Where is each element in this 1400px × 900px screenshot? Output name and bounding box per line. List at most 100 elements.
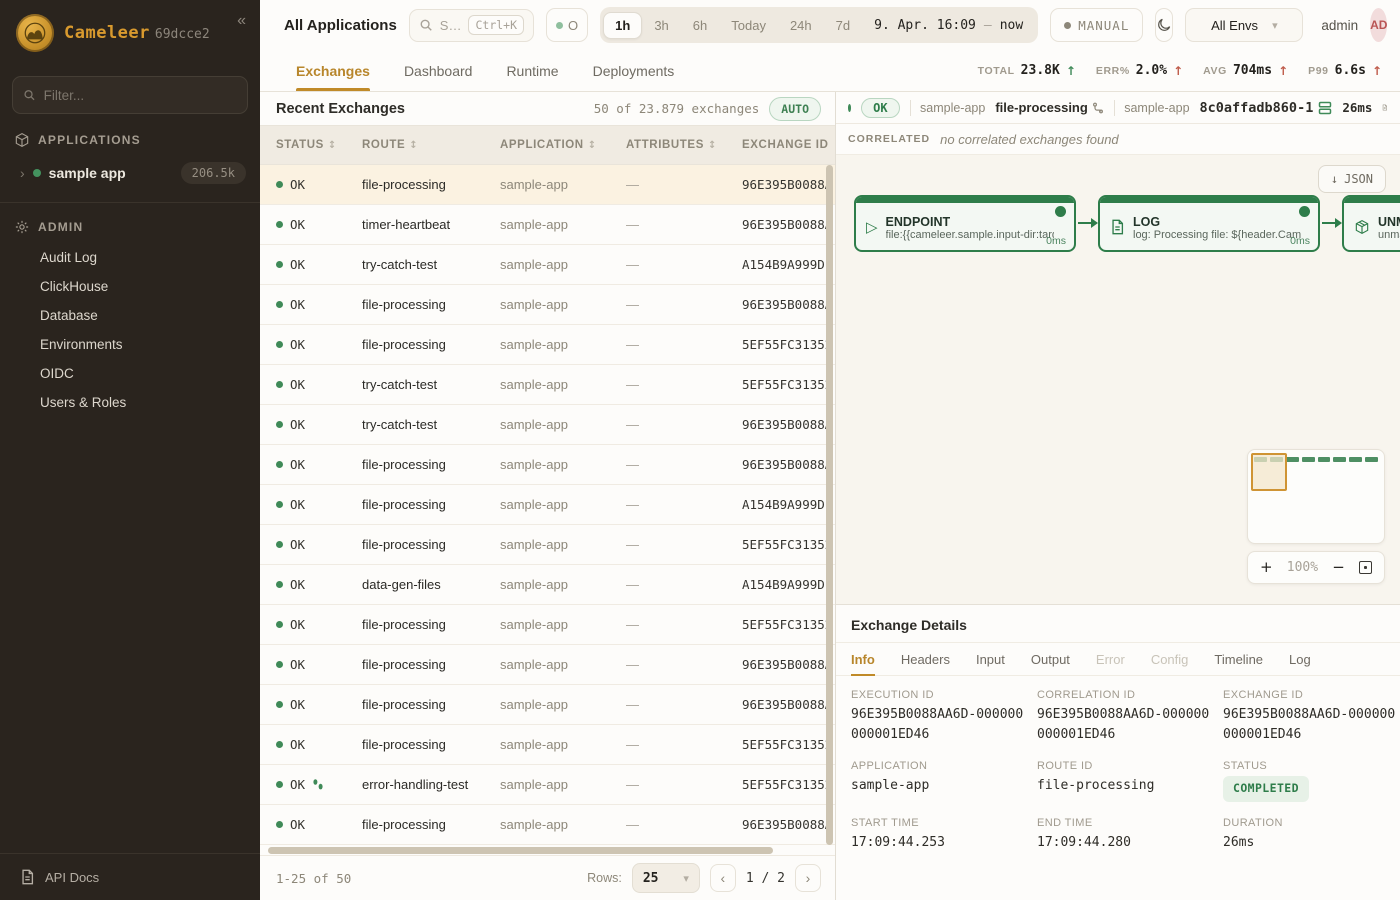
sidebar-item-audit-log[interactable]: Audit Log (40, 250, 98, 265)
table-row[interactable]: OK file-processing sample-app — 96E395B0… (260, 805, 835, 845)
row-exchange-id: 96E395B0088A (742, 457, 833, 472)
fit-view-button[interactable] (1358, 561, 1372, 574)
rows-per-page-select[interactable]: 25 ▾ (631, 863, 700, 893)
sidebar-divider (0, 202, 260, 203)
sidebar-item-sample-app[interactable]: › sample app 206.5k (0, 156, 260, 190)
collapse-sidebar-icon[interactable]: « (237, 12, 246, 29)
minimap[interactable] (1247, 449, 1385, 544)
table-row[interactable]: OK file-processing sample-app — 96E395B0… (260, 165, 835, 205)
flow-arrow (1078, 218, 1098, 228)
tab-headers[interactable]: Headers (900, 651, 950, 667)
time-range-24h[interactable]: 24h (789, 17, 812, 33)
avatar[interactable]: AD (1370, 8, 1388, 42)
table-row[interactable]: OK data-gen-files sample-app — A154B9A99… (260, 565, 835, 605)
row-status: OK (276, 417, 362, 432)
column-status[interactable]: STATUS ↕ (276, 139, 362, 151)
log-document-icon[interactable] (1382, 100, 1388, 115)
table-row[interactable]: OK try-catch-test sample-app — 5EF55FC31… (260, 365, 835, 405)
table-row[interactable]: OK file-processing sample-app — 96E395B0… (260, 285, 835, 325)
time-range-1h[interactable]: 1h (603, 11, 643, 39)
tab-dashboard[interactable]: Dashboard (403, 62, 473, 79)
prev-page-button[interactable]: ‹ (709, 864, 736, 892)
flow-node-endpoint[interactable]: ▷ ENDPOINT file:{{cameleer.sample.input-… (854, 195, 1076, 252)
table-row[interactable]: OK file-processing sample-app — 96E395B0… (260, 685, 835, 725)
status-badge: OK (861, 97, 900, 118)
play-icon: ▷ (866, 218, 878, 236)
table-row[interactable]: OK try-catch-test sample-app — 96E395B00… (260, 405, 835, 445)
detail-field: END TIME 17:09:44.280 (1037, 817, 1223, 853)
table-row[interactable]: OK file-processing sample-app — 5EF55FC3… (260, 325, 835, 365)
expand-chevron-icon[interactable]: › (20, 165, 25, 181)
global-search[interactable]: S… Ctrl+K (408, 8, 535, 42)
filter-input[interactable] (43, 87, 237, 103)
zoom-out-button[interactable]: − (1332, 558, 1345, 576)
row-route: file-processing (362, 737, 446, 752)
sidebar-item-api-docs[interactable]: API Docs (0, 853, 260, 900)
vertical-scrollbar[interactable] (826, 165, 833, 845)
zoom-in-button[interactable]: + (1260, 558, 1273, 576)
copy-stack-icon[interactable] (1318, 101, 1332, 115)
table-row[interactable]: OK file-processing sample-app — 96E395B0… (260, 645, 835, 685)
tab-deployments[interactable]: Deployments (592, 62, 675, 79)
connection-status-button[interactable]: O (546, 8, 589, 42)
row-status-label: OK (290, 377, 306, 392)
row-route: file-processing (362, 337, 446, 352)
refresh-mode-button[interactable]: MANUAL (1050, 8, 1144, 42)
flow-arrow (1322, 218, 1342, 228)
time-range-3h[interactable]: 3h (654, 17, 669, 33)
log-document-icon (1112, 219, 1124, 235)
exchange-details-section: Exchange Details Info Headers Input Outp… (836, 605, 1400, 900)
table-row[interactable]: OK file-processing sample-app — 5EF55FC3… (260, 525, 835, 565)
date-range-display[interactable]: 9. Apr. 16:09 — now (862, 18, 1035, 33)
column-attributes[interactable]: ATTRIBUTES ↕ (626, 139, 742, 151)
time-range-today[interactable]: Today (731, 17, 766, 33)
table-row[interactable]: OK try-catch-test sample-app — A154B9A99… (260, 245, 835, 285)
status-ok-dot (276, 461, 283, 468)
tab-input[interactable]: Input (975, 651, 1005, 667)
detail-header-bar: OK sample-app file-processing sample-app… (836, 92, 1400, 124)
table-row[interactable]: OK error-handling-test sample-app — 5EF5… (260, 765, 835, 805)
column-route[interactable]: ROUTE ↕ (362, 139, 500, 151)
exchange-detail-panel: OK sample-app file-processing sample-app… (835, 92, 1400, 900)
tab-runtime[interactable]: Runtime (506, 62, 559, 79)
tab-timeline[interactable]: Timeline (1214, 651, 1264, 667)
sidebar-item-clickhouse[interactable]: ClickHouse (40, 279, 109, 294)
detail-duration: 26ms (1342, 100, 1373, 115)
sidebar-item-database[interactable]: Database (40, 308, 98, 323)
auto-refresh-badge[interactable]: AUTO (769, 96, 821, 121)
flow-node-log[interactable]: LOG log: Processing file: ${header.Camel… (1098, 195, 1320, 252)
next-page-button[interactable]: › (795, 864, 821, 892)
row-application: sample-app (500, 697, 568, 712)
detail-route[interactable]: file-processing (995, 100, 1103, 115)
time-range-6h[interactable]: 6h (692, 17, 708, 33)
minimap-viewport[interactable] (1251, 453, 1287, 491)
sort-icon: ↕ (707, 139, 717, 151)
table-row[interactable]: OK file-processing sample-app — 5EF55FC3… (260, 605, 835, 645)
flow-node-unmarshal[interactable]: UNMARSHAL unmarshal 0ms (1342, 195, 1400, 252)
tab-exchanges[interactable]: Exchanges (296, 50, 370, 91)
detail-field: CORRELATION ID 96E395B0088AA6D-000000000… (1037, 689, 1223, 745)
column-exchange-id[interactable]: EXCHANGE ID (742, 139, 835, 151)
tab-info[interactable]: Info (851, 643, 875, 676)
environment-select[interactable]: All Envs ▾ (1185, 8, 1304, 42)
table-row[interactable]: OK file-processing sample-app — 96E395B0… (260, 445, 835, 485)
table-row[interactable]: OK file-processing sample-app — 5EF55FC3… (260, 725, 835, 765)
detail-exchange-id[interactable]: 8c0affadb860-1 (1200, 100, 1333, 116)
tab-log[interactable]: Log (1289, 651, 1311, 667)
table-row[interactable]: OK timer-heartbeat sample-app — 96E395B0… (260, 205, 835, 245)
row-route: file-processing (362, 497, 446, 512)
download-json-button[interactable]: ↓ JSON (1317, 165, 1386, 193)
column-application[interactable]: APPLICATION ↕ (500, 139, 626, 151)
dark-mode-toggle[interactable] (1155, 8, 1174, 42)
route-flow-canvas[interactable]: ↓ JSON ▷ ENDPOINT file:{{cameleer.sample… (836, 155, 1400, 605)
sidebar-item-oidc[interactable]: OIDC (40, 366, 74, 381)
table-row[interactable]: OK file-processing sample-app — A154B9A9… (260, 485, 835, 525)
tab-output[interactable]: Output (1030, 651, 1070, 667)
time-range-7d[interactable]: 7d (835, 17, 851, 33)
row-status-label: OK (290, 337, 306, 352)
sidebar-filter[interactable] (12, 76, 248, 114)
horizontal-scrollbar[interactable] (268, 847, 773, 854)
date-separator: — (983, 17, 992, 33)
sidebar-item-environments[interactable]: Environments (40, 337, 123, 352)
sidebar-item-users-roles[interactable]: Users & Roles (40, 395, 127, 410)
